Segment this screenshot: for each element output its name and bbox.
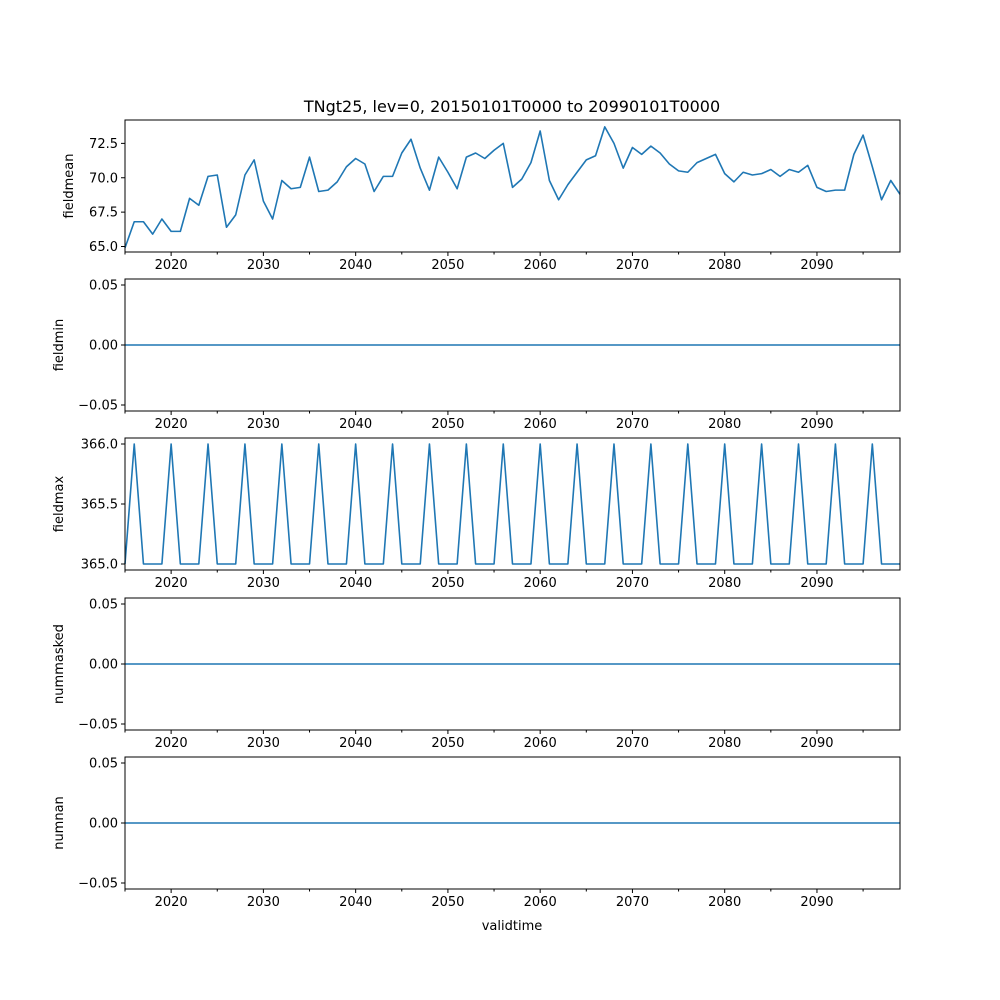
x-tick-label: 2070 <box>616 895 649 910</box>
y-axis-label: fieldmean <box>62 154 77 219</box>
x-tick-label: 2050 <box>431 895 464 910</box>
y-tick-label: 0.00 <box>89 339 118 354</box>
x-tick-label: 2040 <box>339 417 372 432</box>
y-tick-label: 0.00 <box>89 817 118 832</box>
x-tick-label: 2060 <box>524 576 557 591</box>
x-tick-label: 2070 <box>616 736 649 751</box>
x-tick-label: 2090 <box>800 895 833 910</box>
y-axis-label: nummasked <box>52 624 67 704</box>
x-tick-label: 2030 <box>247 895 280 910</box>
x-tick-label: 2050 <box>431 258 464 273</box>
axes-frame <box>124 437 901 571</box>
y-tick-label: 365.0 <box>81 558 118 573</box>
y-tick-label: 65.0 <box>89 240 118 255</box>
y-tick-label: 0.05 <box>89 757 118 772</box>
x-tick-label: 2060 <box>524 417 557 432</box>
x-tick-label: 2030 <box>247 258 280 273</box>
subplots: 65.0 67.5 70.0 72.5 fieldmean 2020 2030 2040 205… <box>52 119 901 910</box>
x-tick-label: 2020 <box>155 736 188 751</box>
x-tick-label: 2040 <box>339 895 372 910</box>
y-tick-label: −0.05 <box>78 718 118 733</box>
x-tick-label: 2080 <box>708 417 741 432</box>
x-tick-label: 2030 <box>247 417 280 432</box>
x-tick-label: 2090 <box>800 417 833 432</box>
y-tick-label: 0.00 <box>89 658 118 673</box>
x-tick-label: 2020 <box>155 895 188 910</box>
y-tick-label: 0.05 <box>89 598 118 613</box>
y-axis-label: fieldmin <box>52 319 67 372</box>
series-line-fieldmax <box>124 443 900 565</box>
x-tick-label: 2060 <box>524 258 557 273</box>
x-tick-label: 2080 <box>708 576 741 591</box>
y-tick-label: 70.0 <box>89 171 118 186</box>
x-tick-label: 2040 <box>339 736 372 751</box>
y-tick-label: −0.05 <box>78 399 118 414</box>
x-axis-label: validtime <box>482 919 543 934</box>
subplot-nummasked: −0.05 0.00 0.05 nummasked 2020 2030 2040 2050 20… <box>52 597 901 751</box>
x-tick-label: 2050 <box>431 576 464 591</box>
series-line-fieldmean <box>124 126 901 249</box>
subplot-fieldmin: −0.05 0.00 0.05 fieldmin 2020 2030 2040 2050 206… <box>52 278 901 432</box>
x-tick-label: 2080 <box>708 895 741 910</box>
y-tick-label: 366.0 <box>81 438 118 453</box>
x-tick-label: 2020 <box>155 258 188 273</box>
x-tick-label: 2080 <box>708 258 741 273</box>
axes-frame <box>124 119 901 253</box>
y-tick-label: 0.05 <box>89 279 118 294</box>
x-tick-label: 2090 <box>800 736 833 751</box>
x-tick-label: 2050 <box>431 417 464 432</box>
subplot-numnan: −0.05 0.00 0.05 numnan 2020 2030 2040 2050 2060 2… <box>52 756 901 910</box>
subplot-fieldmean: 65.0 67.5 70.0 72.5 fieldmean 2020 2030 2040 205… <box>62 119 901 273</box>
y-tick-label: −0.05 <box>78 877 118 892</box>
x-tick-label: 2060 <box>524 895 557 910</box>
x-tick-label: 2070 <box>616 417 649 432</box>
y-axis-label: fieldmax <box>52 476 67 533</box>
x-tick-label: 2050 <box>431 736 464 751</box>
x-tick-label: 2020 <box>155 576 188 591</box>
y-tick-label: 72.5 <box>89 137 118 152</box>
x-tick-label: 2030 <box>247 576 280 591</box>
y-tick-label: 67.5 <box>89 206 118 221</box>
x-tick-label: 2030 <box>247 736 280 751</box>
chart-title: TNgt25, lev=0, 20150101T0000 to 20990101… <box>303 97 720 116</box>
x-tick-label: 2040 <box>339 258 372 273</box>
x-tick-label: 2090 <box>800 258 833 273</box>
subplot-fieldmax: 365.0 365.5 366.0 fieldmax 2020 2030 2040 2050 2… <box>52 437 901 591</box>
x-tick-label: 2070 <box>616 258 649 273</box>
x-tick-label: 2070 <box>616 576 649 591</box>
y-axis-label: numnan <box>52 796 67 850</box>
x-tick-label: 2080 <box>708 736 741 751</box>
x-tick-label: 2040 <box>339 576 372 591</box>
y-tick-label: 365.5 <box>81 498 118 513</box>
x-tick-label: 2060 <box>524 736 557 751</box>
x-tick-label: 2090 <box>800 576 833 591</box>
x-tick-label: 2020 <box>155 417 188 432</box>
